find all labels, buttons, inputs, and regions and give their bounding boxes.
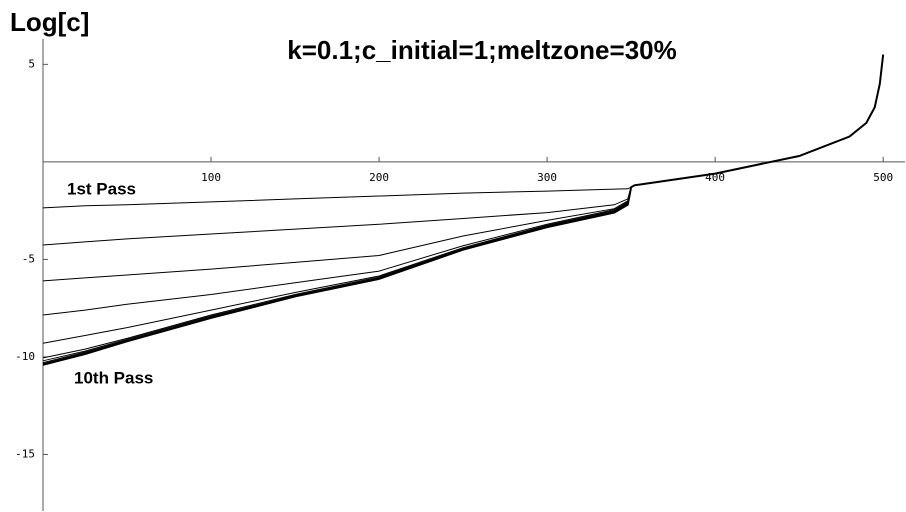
series-line [42,54,884,362]
series-line [42,54,884,209]
annotation: 10th Pass [74,368,153,387]
series-line [42,54,885,366]
x-tick-label: 300 [537,171,557,184]
chart-title: k=0.1;c_initial=1;meltzone=30% [287,35,676,65]
annotation: 1st Pass [67,179,136,198]
series-line [42,54,884,365]
x-tick-label: 500 [873,171,893,184]
x-tick-label: 200 [369,171,389,184]
y-axis-label: Log[c] [10,7,89,37]
series-line [42,54,884,246]
series-line [42,54,884,359]
y-tick-label: -10 [15,350,35,363]
series-line [42,54,884,316]
series-line [42,54,884,364]
y-tick-label: -5 [22,252,35,265]
series-line [42,54,884,282]
series-line [42,54,884,344]
y-tick-label: -15 [15,447,35,460]
x-tick-label: 100 [201,171,221,184]
y-tick-label: 5 [28,57,35,70]
